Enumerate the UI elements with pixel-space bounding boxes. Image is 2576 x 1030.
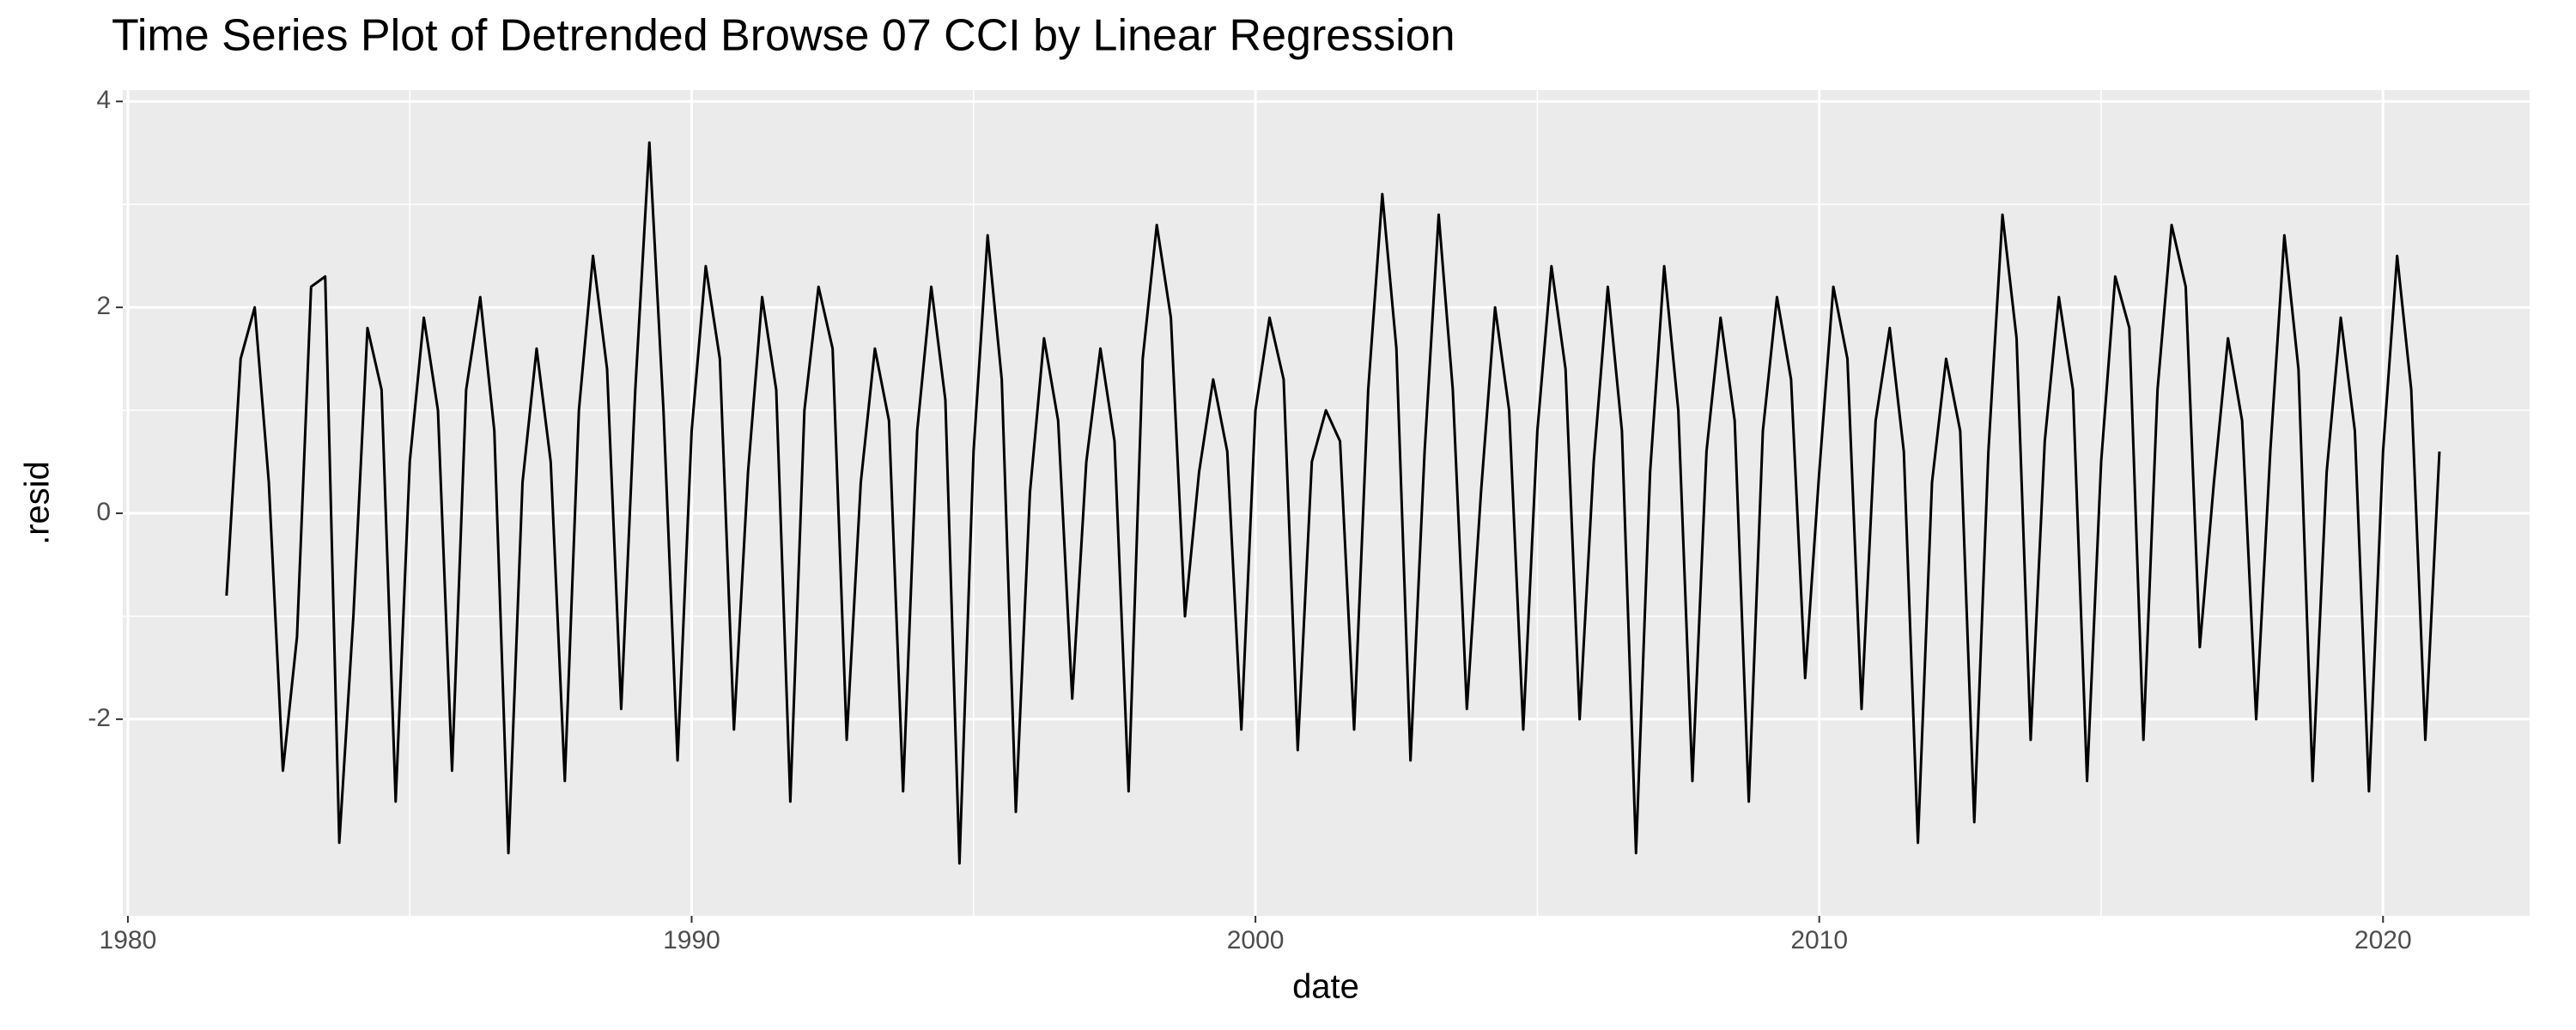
y-tick-label: 0 — [96, 498, 111, 526]
chart-title: Time Series Plot of Detrended Browse 07 … — [112, 11, 1455, 61]
line — [225, 141, 2441, 865]
x-tick-label: 1990 — [663, 926, 720, 954]
x-tick-label: 2010 — [1790, 926, 1848, 954]
x-axis-title: date — [1292, 968, 1359, 1006]
x-tick-label: 2000 — [1227, 926, 1285, 954]
y-tick-label: 4 — [96, 86, 111, 114]
panel — [123, 90, 2530, 916]
x-tick-label: 1980 — [100, 926, 157, 954]
y-tick-label: 2 — [96, 292, 111, 320]
x-tick-label: 2020 — [2354, 926, 2412, 954]
y-tick-label: -2 — [88, 704, 111, 732]
y-axis-title: .resid — [19, 461, 57, 545]
